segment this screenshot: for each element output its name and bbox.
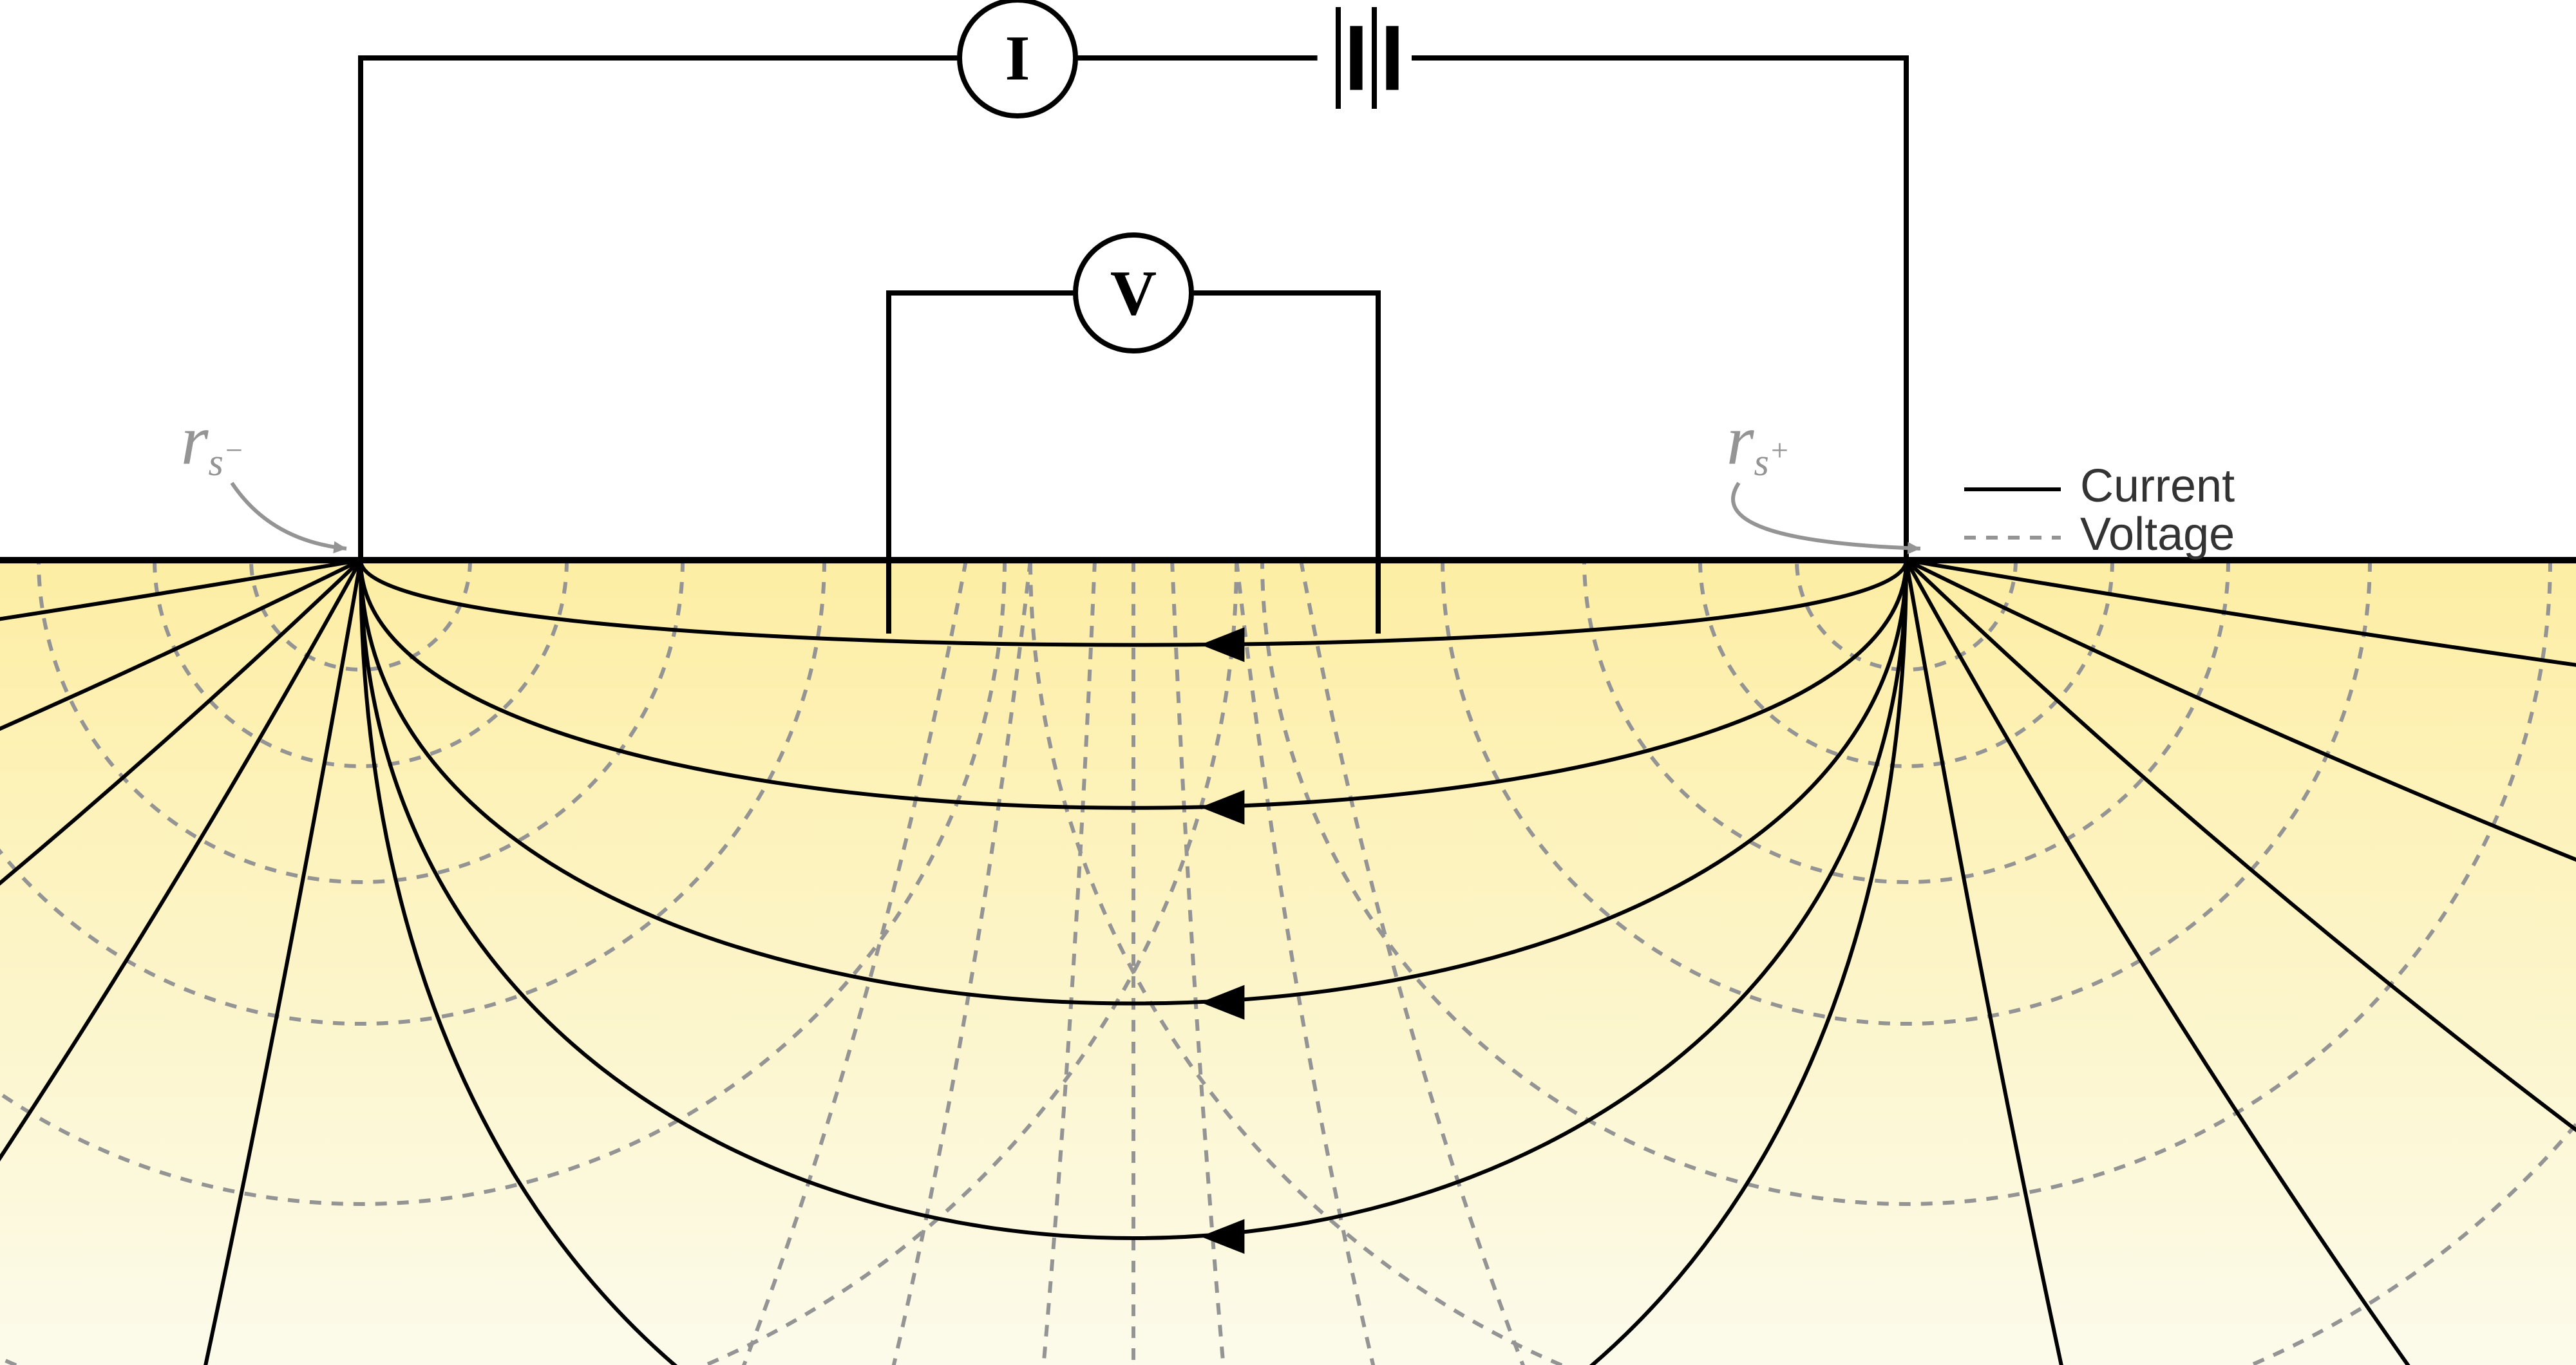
resistivity-diagram: I Vrs− rs+ CurrentVoltage: [0, 0, 2576, 1365]
electrode-label-left: rs−: [181, 400, 346, 554]
ammeter-label: I: [1005, 23, 1030, 94]
legend-current-label: Current: [2080, 460, 2235, 512]
wire-left-top: [361, 58, 960, 560]
voltmeter-label: V: [1110, 258, 1157, 329]
legend: CurrentVoltage: [1964, 460, 2235, 560]
electrode-label-right-text: rs+: [1727, 400, 1790, 484]
electrode-label-right-arrowhead-icon: [1908, 542, 1920, 554]
electrode-label-right: rs+: [1727, 400, 1920, 554]
electrode-label-left-arrow: [232, 483, 346, 549]
wire-right-top: [1414, 58, 1906, 560]
electrode-label-left-text: rs−: [181, 400, 245, 484]
electrode-label-right-arrow: [1733, 483, 1920, 549]
legend-voltage-label: Voltage: [2080, 509, 2235, 560]
